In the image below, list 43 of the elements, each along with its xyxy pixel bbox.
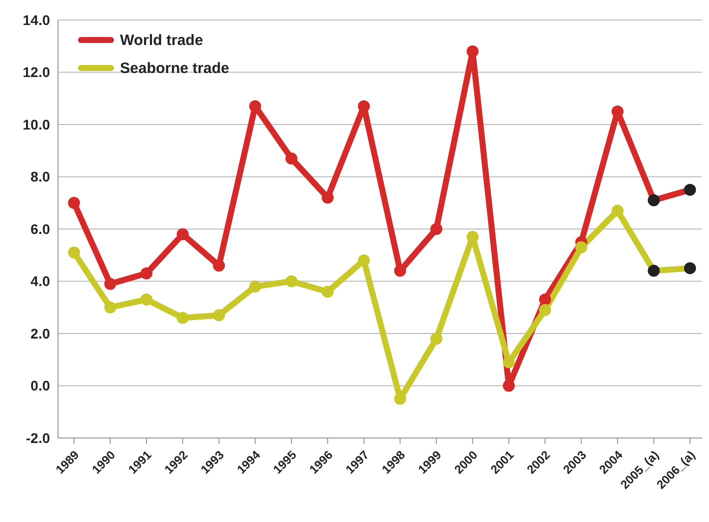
legend-label: Seaborne trade (120, 60, 230, 76)
point (176, 228, 189, 240)
point (322, 192, 334, 204)
point (684, 184, 696, 196)
point (249, 100, 262, 112)
y-tick-label: 12.0 (22, 64, 50, 80)
point (430, 223, 442, 235)
point (539, 294, 552, 306)
point (285, 275, 298, 288)
point (68, 246, 80, 259)
y-tick-label: 2.0 (30, 325, 50, 342)
point (612, 204, 624, 217)
point (176, 312, 189, 324)
point (684, 262, 696, 274)
y-tick-label: -2.0 (26, 430, 50, 446)
point (140, 267, 152, 280)
point (358, 100, 370, 112)
point (394, 264, 406, 277)
point (285, 152, 298, 164)
point (140, 294, 152, 306)
point (68, 196, 80, 209)
point (502, 380, 515, 392)
y-tick-label: 8.0 (30, 168, 50, 185)
point (539, 304, 552, 316)
y-tick-label: 4.0 (30, 273, 50, 290)
point (575, 241, 588, 254)
y-tick-label: 0.0 (30, 378, 50, 394)
point (430, 332, 442, 345)
point (212, 309, 225, 322)
point (466, 45, 479, 58)
y-tick-label: 14.0 (22, 12, 50, 28)
y-tick-label: 6.0 (30, 220, 50, 237)
point (612, 105, 624, 118)
point (648, 194, 660, 206)
point (212, 260, 225, 272)
point (249, 280, 262, 292)
legend-label: World trade (120, 32, 204, 48)
point (358, 254, 370, 266)
y-tick-label: 10.0 (22, 116, 50, 132)
point (104, 301, 116, 314)
point (322, 286, 334, 298)
point (648, 264, 660, 277)
point (104, 278, 116, 290)
